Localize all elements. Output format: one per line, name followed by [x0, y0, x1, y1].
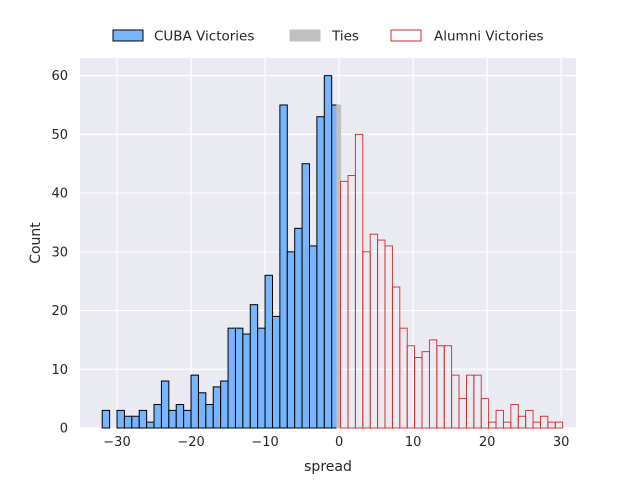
- bar-cuba-victories: [271, 315, 281, 429]
- y-tick-label: 0: [60, 422, 68, 437]
- y-tick-label: 60: [51, 69, 68, 84]
- bar-cuba-victories: [286, 251, 296, 429]
- bar-cuba-victories: [301, 163, 310, 429]
- x-tick-label: −20: [177, 435, 204, 450]
- bar-cuba-victories: [168, 409, 177, 429]
- bar-alumni-victories: [480, 398, 490, 429]
- y-tick-label: 10: [51, 363, 68, 378]
- histogram-bars: [101, 75, 564, 429]
- bar-alumni-victories: [554, 421, 564, 429]
- bar-cuba-victories: [242, 333, 251, 429]
- bar-alumni-victories: [495, 409, 504, 429]
- x-tick-label: 0: [335, 435, 343, 450]
- x-axis-label: spread: [304, 459, 352, 475]
- y-tick-label: 40: [51, 187, 68, 202]
- legend-label-alumni-victories: Alumni Victories: [434, 29, 544, 45]
- legend-label-ties: Ties: [331, 29, 359, 45]
- legend-swatch-ties: [289, 29, 321, 42]
- bar-cuba-victories: [234, 327, 244, 429]
- x-tick-label: 10: [405, 435, 422, 450]
- bar-cuba-victories: [183, 409, 192, 429]
- bar-cuba-victories: [190, 374, 199, 429]
- bar-cuba-victories: [316, 116, 325, 429]
- bar-cuba-victories: [212, 386, 222, 429]
- y-tick-label: 30: [51, 245, 68, 260]
- bar-cuba-victories: [279, 104, 288, 429]
- x-tick-label: −30: [103, 435, 130, 450]
- bar-cuba-victories: [308, 245, 318, 429]
- y-axis-label: Count: [28, 222, 44, 264]
- legend: CUBA Victories Ties Alumni Victories: [112, 29, 544, 45]
- x-tick-label: 30: [553, 435, 570, 450]
- bar-cuba-victories: [205, 404, 214, 429]
- bar-alumni-victories: [525, 409, 534, 429]
- legend-label-cuba-victories: CUBA Victories: [154, 29, 254, 45]
- bar-cuba-victories: [264, 274, 273, 429]
- tick-labels: −30 −20 −10 0 10 20 30 0 10 20 30 40 50 60: [51, 69, 569, 450]
- y-tick-label: 20: [51, 304, 68, 319]
- bar-cuba-victories: [220, 380, 229, 429]
- bar-cuba-victories: [101, 409, 111, 429]
- x-tick-label: 20: [479, 435, 496, 450]
- bar-cuba-victories: [227, 327, 236, 429]
- bar-cuba-victories: [160, 380, 170, 429]
- bar-cuba-victories: [116, 409, 125, 429]
- bar-cuba-victories: [123, 415, 133, 429]
- bar-cuba-victories: [153, 404, 162, 429]
- x-tick-label: −10: [251, 435, 278, 450]
- bar-ties: [336, 104, 342, 429]
- bar-cuba-victories: [323, 75, 333, 429]
- bar-cuba-victories: [146, 421, 155, 429]
- bar-cuba-victories: [131, 415, 140, 429]
- bar-cuba-victories: [294, 227, 303, 429]
- legend-swatch-cuba-victories: [112, 29, 144, 42]
- bar-cuba-victories: [138, 409, 148, 429]
- legend-swatch-alumni-victories: [390, 29, 422, 42]
- bar-cuba-victories: [257, 327, 266, 429]
- bar-cuba-victories: [197, 392, 207, 429]
- y-tick-label: 50: [51, 128, 68, 143]
- bar-cuba-victories: [175, 404, 185, 429]
- bar-cuba-victories: [249, 304, 259, 429]
